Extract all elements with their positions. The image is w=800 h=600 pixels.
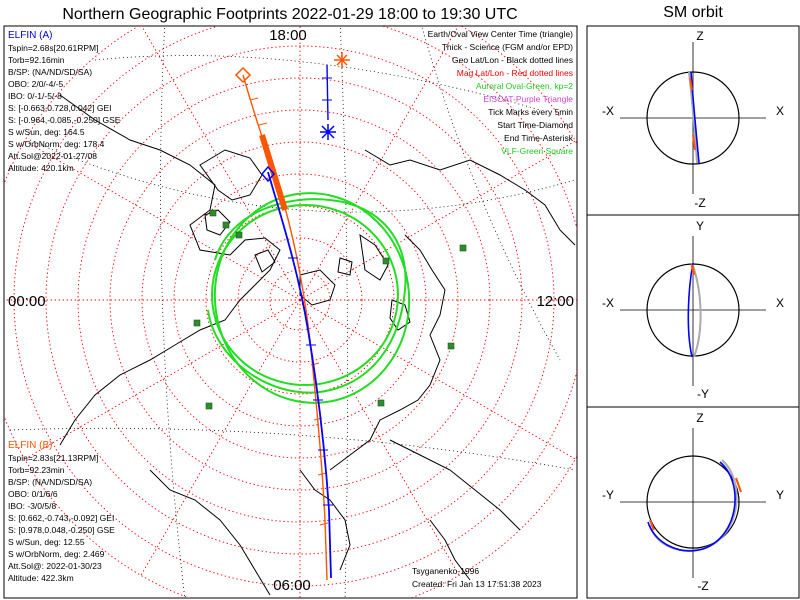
- axis-label-top: Y: [696, 219, 704, 233]
- elfin-a-info: ELFIN (A) Tspin=2.68s[20.61RPM] Torb=92.…: [8, 30, 121, 173]
- elfin-a-line: Tspin=2.68s[20.61RPM]: [8, 43, 98, 53]
- axis-label-right: X: [776, 104, 784, 118]
- orbit-panel-xy: Y -Y -X X: [602, 219, 784, 401]
- elfin-b-line: Att.Sol@: 2022-01-30/23: [8, 561, 102, 571]
- orbit-panel-yz: Z -Z -Y Y: [602, 411, 784, 593]
- polar-map-panel: 18:00 00:00 12:00 06:00 Earth/Oval View …: [3, 25, 578, 599]
- legend-item: VLF-Green Square: [501, 146, 573, 156]
- elfin-b-line: B/SP: (NA/ND/SD/SA): [8, 477, 92, 487]
- axis-label-bottom: -Y: [697, 387, 709, 401]
- elfin-a-line: S w/Sun, deg: 164.5: [8, 127, 85, 137]
- elfin-b-line: Torb=92.23min: [8, 465, 65, 475]
- elfin-a-line: B/SP: (NA/ND/SD/SA): [8, 67, 92, 77]
- elfin-b-footprint-track: [234, 52, 350, 581]
- elfin-b-line: S w/OrbNorm, deg: 2.469: [8, 549, 105, 559]
- elfin-b-line: S w/Sun, deg: 12.55: [8, 537, 85, 547]
- elfin-b-info: ELFIN (B) Tspin=2.83s[21.13RPM] Torb=92.…: [8, 440, 115, 583]
- orbit-title: SM orbit: [663, 4, 723, 21]
- legend-item: Tick Marks every 5min: [488, 107, 573, 117]
- legend-item: EISCAT-Purple Triangle: [483, 94, 573, 104]
- elfin-b-start-diamond: [234, 66, 252, 84]
- mlt-label-left: 00:00: [8, 293, 46, 310]
- elfin-a-line: S: [-0.964,-0.085,-0.250] GSE: [8, 115, 121, 125]
- legend-item: Auroral Oval-Green, kp=2: [476, 81, 573, 91]
- axis-label-top: Z: [696, 29, 703, 43]
- elfin-a-line: IBO: 0/-1/-5/-8: [8, 91, 62, 101]
- axis-label-bottom: -Z: [697, 579, 708, 593]
- geo-grid-lines: [9, 26, 576, 598]
- vlf-stations: [193, 209, 467, 410]
- legend-item: End Time-Asterisk: [504, 133, 574, 143]
- legend: Earth/Oval View Center Time (triangle) T…: [428, 29, 574, 156]
- elfin-b-line: S: [0.662,-0.743,-0.092] GEI: [8, 513, 114, 523]
- axis-label-bottom: -Z: [694, 196, 705, 210]
- elfin-a-end-asterisk: [320, 124, 336, 140]
- elfin-a-start-diamond: [261, 165, 275, 183]
- mag-longitude-lines: [4, 26, 577, 598]
- map-frame: [3, 25, 578, 599]
- created-timestamp: Created: Fri Jan 13 17:51:38 2023: [412, 579, 542, 589]
- mlt-label-right: 12:00: [536, 293, 574, 310]
- elfin-a-line: OBO: 2/0/-4/-5: [8, 79, 64, 89]
- elfin-a-line: Altitude: 420.1km: [8, 163, 74, 173]
- legend-item: Geo Lat/Lon - Black dotted lines: [452, 55, 573, 65]
- axis-label-right: X: [776, 296, 784, 310]
- axis-label-left: -X: [602, 104, 614, 118]
- axis-label-left: -Y: [602, 488, 614, 502]
- map-title: Northern Geographic Footprints 2022-01-2…: [62, 6, 517, 23]
- elfin-b-line: S: [0.978,0.048,-0.250] GSE: [8, 525, 115, 535]
- legend-item: Mag Lat/Lon - Red dotted lines: [457, 68, 573, 78]
- elfin-b-line: Altitude: 422.3km: [8, 573, 74, 583]
- legend-item: Start Time-Diamond: [497, 120, 573, 130]
- auroral-oval: [207, 192, 411, 404]
- elfin-b-end-asterisk: [334, 52, 350, 68]
- axis-label-right: Y: [776, 488, 784, 502]
- elfin-a-name: ELFIN (A): [8, 30, 52, 41]
- elfin-b-line: Tspin=2.83s[21.13RPM]: [8, 453, 98, 463]
- legend-item: Thick - Science (FGM and/or EPD): [442, 42, 573, 52]
- legend-item: Earth/Oval View Center Time (triangle): [428, 29, 574, 39]
- elfin-b-line: IBO: -3/0/5/8: [8, 501, 56, 511]
- sm-orbit-panels: Z -Z -X X Y -Y -X X Z -: [586, 25, 800, 599]
- elfin-a-line: Torb=92.16min: [8, 55, 65, 65]
- axis-label-top: Z: [696, 411, 703, 425]
- orbit-panel-xz: Z -Z -X X: [602, 29, 784, 210]
- mlt-label-top: 18:00: [269, 27, 307, 44]
- elfin-a-line: S w/OrbNorm, deg: 178.4: [8, 139, 105, 149]
- mlt-label-bottom: 06:00: [273, 577, 311, 594]
- axis-label-left: -X: [602, 296, 614, 310]
- continent-outlines: [59, 94, 576, 596]
- elfin-b-name: ELFIN (B): [8, 440, 52, 451]
- elfin-a-line: Att.Sol@2022-01-27/08: [8, 151, 97, 161]
- model-credit: Tsyganenko-1996: [412, 566, 479, 576]
- elfin-a-footprint-track: [261, 64, 336, 579]
- elfin-b-line: OBO: 0/1/6/6: [8, 489, 58, 499]
- elfin-a-line: S: [-0.663,0.728,0.042] GEI: [8, 103, 112, 113]
